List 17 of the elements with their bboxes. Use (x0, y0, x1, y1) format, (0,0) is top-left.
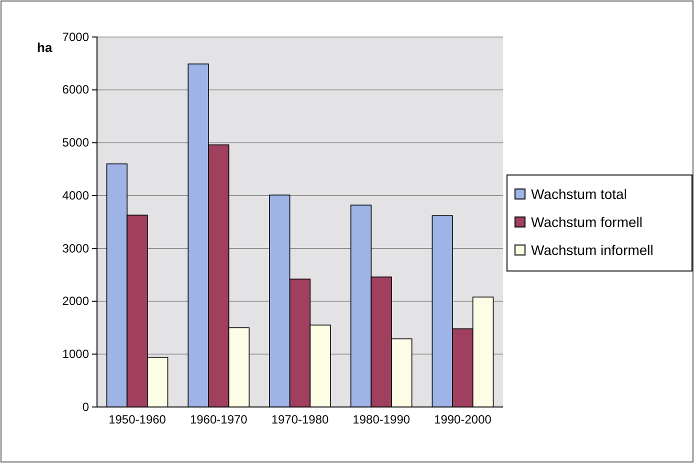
x-tick-label: 1960-1970 (190, 412, 248, 427)
y-tick-label: 0 (82, 400, 90, 414)
x-tick-label: 1990-2000 (434, 412, 492, 427)
y-axis-title: ha (37, 40, 53, 55)
y-tick-label: 6000 (62, 82, 90, 97)
x-tick-label: 1950-1960 (108, 412, 166, 427)
x-tick-label: 1980-1990 (352, 412, 410, 427)
legend-label: Wachstum total (531, 186, 627, 202)
y-tick-label: 4000 (62, 188, 90, 202)
y-tick-label: 1000 (62, 346, 90, 361)
y-tick-label: 2000 (62, 294, 90, 308)
legend-label: Wachstum informell (531, 242, 654, 258)
y-tick-label: 7000 (62, 30, 90, 44)
legend-label: Wachstum formell (531, 214, 643, 230)
y-tick-label: 5000 (62, 136, 90, 150)
y-tick-label: 3000 (62, 241, 90, 256)
x-tick-label: 1970-1980 (271, 412, 330, 427)
